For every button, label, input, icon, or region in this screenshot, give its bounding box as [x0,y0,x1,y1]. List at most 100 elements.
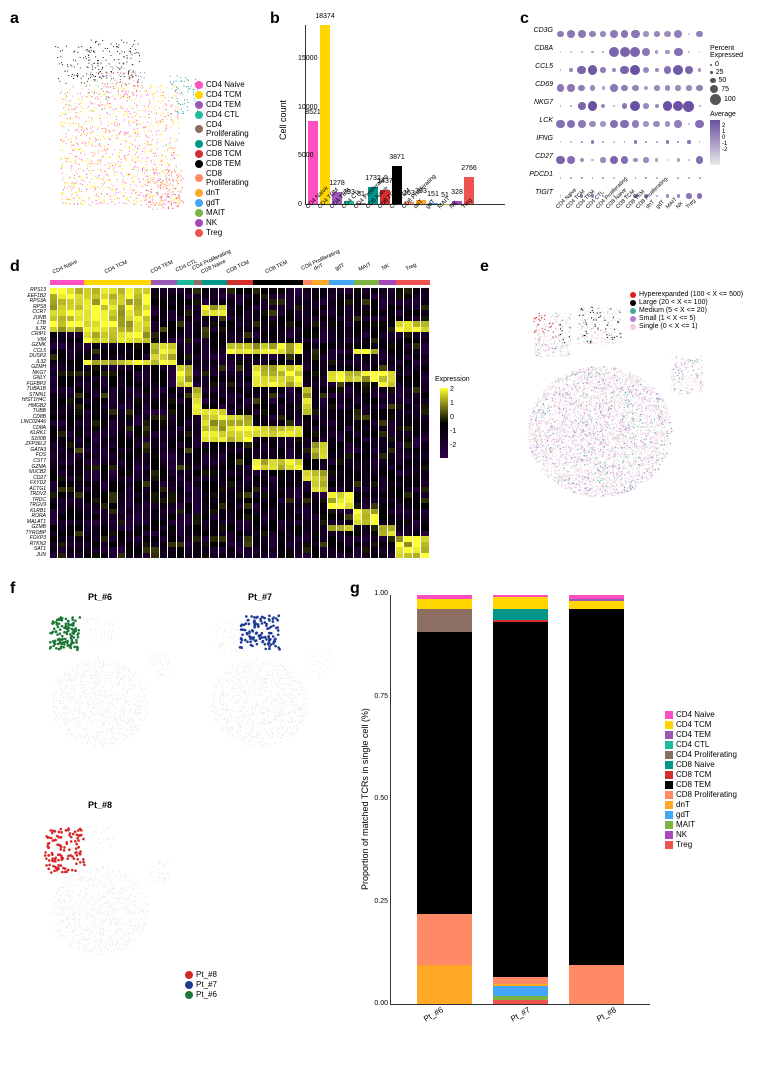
legend-celltypes-g: CD4 NaiveCD4 TCMCD4 TEMCD4 CTLCD4 Prolif… [665,710,737,850]
legend-clonal: Hyperexpanded (100 < X <= 500)Large (20 … [630,291,765,331]
hm-strip-seg [312,280,329,285]
dot [610,156,619,165]
dot [683,101,694,112]
size-legend-item: 25 [710,69,765,76]
hm-cell [227,553,234,559]
dot [560,51,562,53]
panel-g-stackedbar: g Proportion of matched TCRs in single c… [350,580,760,1060]
legend-item: CD8 Proliferating [195,169,260,187]
dot [620,47,630,57]
ytick: 0.00 [370,1000,388,1007]
dot [624,141,626,143]
legend-item: CD8 Naive [195,139,260,148]
dot [686,193,692,199]
hm-col [118,288,126,558]
dot [677,194,680,197]
legend-text: Hyperexpanded (100 < X <= 500) [639,291,743,298]
hm-col [109,288,117,558]
mini-label-1: Pt_#6 [25,592,175,602]
legend-text: dnT [676,800,690,809]
legend-item: Treg [665,840,737,849]
dot [699,141,701,143]
dot [588,65,598,75]
hm-cell [253,553,260,559]
hm-cell [269,553,276,559]
dot [677,177,679,179]
hm-cell [193,553,200,559]
panel-e-label: e [480,258,760,276]
legend-text: Pt_#8 [196,970,217,979]
hm-cell [354,553,361,559]
dot [600,67,606,73]
stack-seg [569,601,624,609]
gene-label: CD3G [523,27,553,34]
hm-col [58,288,66,558]
legend-item: NK [195,218,260,227]
dot [644,86,648,90]
legend-text: CD4 Proliferating [206,120,260,138]
heatmap-cbar-title: Expression [435,376,470,383]
hm-gene: JUN [10,553,48,559]
dot [556,156,565,165]
heatmap-col-labels: CD4 NaiveCD4 TCMCD4 TEMCD4 CTLCD4 Prolif… [50,264,430,278]
hm-col [134,288,142,558]
dot [600,121,606,127]
dot [630,65,640,75]
panel-f-patient-umaps: f Pt_#6 Pt_#7 Pt_#8 Pt_#8Pt_#7Pt_#6 [10,580,330,1060]
dot [621,156,629,164]
hm-cell [404,553,411,559]
hm-cell [303,553,310,559]
dot [557,84,565,92]
dot [674,120,682,128]
legend-item: CD8 TEM [195,159,260,168]
legend-text: CD8 TEM [676,780,711,789]
dot [600,157,606,163]
legend-text: CD4 TEM [206,100,241,109]
hm-cell [101,553,108,559]
dot [613,105,615,107]
hm-cell [168,553,175,559]
dot [666,194,669,197]
hm-col [396,288,404,558]
hm-ctick: 1 [450,400,470,414]
hm-cell [312,553,319,559]
color-legend-c-ticks: 210-1-2 [722,123,727,153]
dot [570,105,572,107]
ytick: 10000 [298,104,317,111]
dot [601,104,605,108]
legend-item: CD8 TEM [665,780,737,789]
legend-text: CD4 Naive [676,710,715,719]
legend-text: CD8 Naive [206,139,245,148]
dot [699,51,701,53]
dot [560,177,562,179]
dot-row: CD69 [555,79,705,97]
dot [610,120,619,129]
dot [674,30,682,38]
dot [643,103,649,109]
legend-patients: Pt_#8Pt_#7Pt_#6 [185,970,217,1000]
dot [610,84,618,92]
hm-cell [143,553,150,559]
bar-value: 3871 [389,154,405,161]
dot [685,66,694,75]
stack-seg [417,914,472,965]
hm-strip-seg [84,280,152,285]
dot [602,177,604,179]
legend-item: Treg [195,228,260,237]
dot [696,156,704,164]
dot [620,120,629,129]
legend-text: gdT [206,198,220,207]
legend-item: Hyperexpanded (100 < X <= 500) [630,291,765,298]
dot [556,120,565,129]
dot [630,101,640,111]
dot [675,85,681,91]
dot [654,85,660,91]
dot-row: CD3G [555,25,705,43]
stack-seg [493,986,548,996]
dot [591,51,593,53]
color-legend-title: Average [710,111,765,118]
hm-col [413,288,421,558]
hm-cell [67,553,74,559]
hm-col [345,288,353,558]
legend-item: CD4 TEM [665,730,737,739]
